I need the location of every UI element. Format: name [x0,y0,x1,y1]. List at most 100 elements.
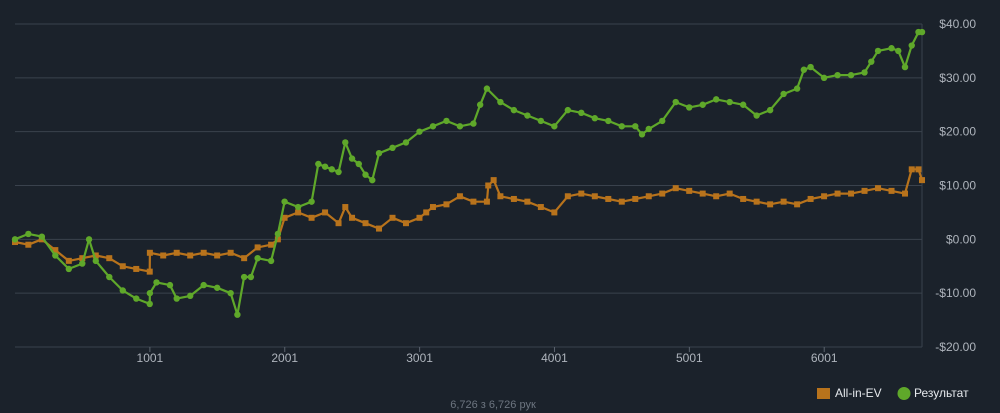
data-point-all-in-ev [322,209,329,216]
data-point-result [281,198,288,205]
data-point-all-in-ev [659,190,666,197]
data-point-result [551,123,558,130]
legend-item-result[interactable]: Результат [897,386,970,400]
data-point-all-in-ev [699,190,706,197]
legend-swatch-result [897,387,911,400]
y-tick-label: -$10.00 [935,286,976,300]
data-point-all-in-ev [187,252,194,259]
data-point-all-in-ev [780,198,787,205]
data-point-result [369,176,376,184]
data-point-result [686,104,693,111]
grid-lines [15,23,923,348]
data-point-all-in-ev [908,166,915,173]
data-point-result [227,289,234,297]
data-point-result [564,106,572,114]
data-point-result [659,117,666,125]
data-point-all-in-ev [268,241,275,248]
data-point-result [186,292,194,300]
data-point-all-in-ev [200,249,207,256]
data-point-all-in-ev [376,225,383,232]
data-point-result [240,273,248,281]
data-point-all-in-ev [875,185,882,192]
data-point-result [348,155,356,162]
legend-label-result: Результат [914,386,969,400]
data-point-all-in-ev [146,249,153,256]
data-point-all-in-ev [308,214,315,221]
data-point-result [254,254,261,262]
data-point-result [416,128,423,135]
data-point-result [638,131,646,138]
data-point-result [315,160,322,168]
x-tick-label: 3001 [406,351,433,365]
data-point-all-in-ev [52,247,59,254]
data-point-result [321,163,329,170]
series-layer [11,28,926,318]
data-point-all-in-ev [470,198,477,205]
data-point-all-in-ev [618,198,625,205]
data-point-result [38,233,46,240]
data-point-all-in-ev [281,214,288,221]
data-point-result [274,230,282,238]
x-tick-label: 4001 [541,351,568,365]
data-point-all-in-ev [672,185,679,192]
data-point-result [476,101,484,108]
data-point-all-in-ev [807,195,814,202]
data-point-all-in-ev [919,177,925,184]
data-point-result [335,168,342,176]
legend-item-all-in-ev[interactable]: All-in-EV [817,386,882,400]
y-tick-label: -$20.00 [935,340,976,354]
data-point-all-in-ev [834,190,841,197]
data-point-result [739,101,747,108]
data-point-result [834,71,841,79]
data-point-result [605,117,612,125]
data-point-result [355,160,362,168]
data-point-result [456,123,464,130]
data-point-all-in-ev [416,214,423,221]
data-point-all-in-ev [686,187,693,194]
data-point-result [874,47,882,55]
data-point-result [294,203,302,211]
data-point-result [901,63,909,71]
data-point-result [807,63,814,71]
data-point-result [888,45,895,52]
data-point-all-in-ev [537,204,544,211]
data-point-result [11,236,19,243]
data-point-all-in-ev [106,255,113,262]
data-point-all-in-ev [429,204,436,211]
series-markers-result [11,28,926,318]
data-point-result [470,120,477,127]
data-point-all-in-ev [25,241,32,248]
data-point-all-in-ev [389,214,396,221]
legend[interactable]: All-in-EV Результат [817,386,969,400]
data-point-all-in-ev [362,220,369,227]
data-point-all-in-ev [551,209,558,216]
data-point-result [726,98,733,106]
data-point-all-in-ev [349,214,356,221]
data-point-result [591,115,599,122]
data-point-result [328,166,336,173]
data-point-result [497,98,504,106]
data-point-result [133,295,140,302]
y-tick-label: $40.00 [939,17,976,31]
data-point-result [780,90,787,98]
data-point-all-in-ev [497,193,504,200]
data-point-result [52,252,59,259]
x-tick-label: 2001 [271,351,298,365]
data-point-all-in-ev [726,190,733,197]
series-markers-all-in-ev [12,166,925,275]
data-point-result [247,273,255,281]
data-point-result [375,150,383,157]
data-point-result [200,281,207,289]
data-point-result [524,112,531,119]
y-tick-label: $10.00 [939,179,976,193]
data-point-all-in-ev [227,249,234,256]
legend-label-all-in-ev: All-in-EV [835,386,882,400]
y-axis-ticks: -$20.00 -$10.00 $0.00 $10.00 $20.00 $30.00 $40… [935,17,976,354]
data-point-all-in-ev [794,201,801,208]
data-point-all-in-ev [146,268,153,275]
data-point-result [632,123,639,130]
data-point-all-in-ev [295,209,302,216]
x-tick-label: 5001 [676,351,703,365]
data-point-all-in-ev [902,190,909,197]
